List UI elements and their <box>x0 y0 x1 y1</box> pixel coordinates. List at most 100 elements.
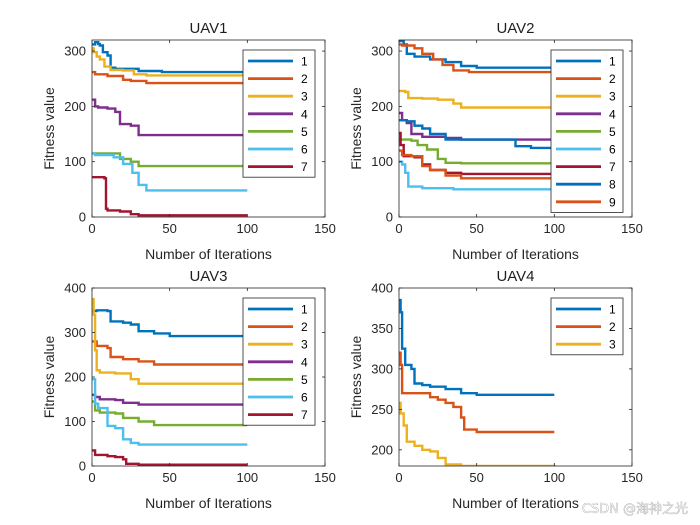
x-tick-label: 100 <box>236 221 258 236</box>
y-tick-label: 400 <box>64 281 86 296</box>
legend-label-9: 9 <box>609 195 616 209</box>
legend-label-7: 7 <box>301 408 308 422</box>
legend-label-5: 5 <box>301 125 308 139</box>
x-tick-label: 150 <box>621 221 643 236</box>
series-line-6 <box>92 378 248 446</box>
legend-label-8: 8 <box>609 178 616 192</box>
series-line-3 <box>92 297 249 385</box>
series-line-6 <box>399 160 555 191</box>
subplot-2: 0 50 100 150 0 100 200 300 UAV2 Number of Iterati… <box>348 20 643 262</box>
x-tick-label: 150 <box>314 470 336 485</box>
y-tick-label: 200 <box>64 370 86 385</box>
legend-label-3: 3 <box>609 90 616 104</box>
watermark: CSDN @海神之光 <box>582 502 688 517</box>
legend-label-5: 5 <box>609 125 616 139</box>
x-tick-label: 150 <box>621 470 643 485</box>
series-line-1 <box>92 309 248 338</box>
y-tick-label: 200 <box>371 442 393 457</box>
axes-box <box>398 287 633 467</box>
x-axis-label: Number of Iterations <box>145 495 272 511</box>
y-tick-label: 300 <box>371 361 393 376</box>
subplot-4: 0 50 100 150 200 250 300 350 400 UAV4 Number of It… <box>348 268 643 511</box>
y-tick-label: 400 <box>371 281 393 296</box>
series-line-3 <box>92 47 249 77</box>
x-tick-label: 0 <box>88 470 95 485</box>
series-group <box>399 40 555 191</box>
series-line-7 <box>92 449 248 466</box>
legend-label-3: 3 <box>301 90 308 104</box>
x-tick-label: 50 <box>162 221 176 236</box>
series-line-3 <box>399 401 556 466</box>
legend-label-1: 1 <box>301 55 308 69</box>
series-group <box>92 297 249 466</box>
legend-label-7: 7 <box>301 160 308 174</box>
series-line-8 <box>399 119 555 150</box>
series-line-2 <box>399 351 555 434</box>
x-tick-label: 100 <box>236 470 258 485</box>
y-tick-label: 200 <box>371 99 393 114</box>
y-axis-label: Fitness value <box>348 87 364 170</box>
legend: 1 2 3 4 5 6 7 8 9 <box>550 49 624 213</box>
series-line-2 <box>399 43 555 74</box>
y-tick-label: 0 <box>79 459 86 474</box>
y-axis-label: Fitness value <box>348 336 364 419</box>
subplot-3: 0 50 100 150 0 100 200 300 400 UAV3 Number of Iter… <box>41 268 336 511</box>
chart-title: UAV1 <box>189 20 227 37</box>
x-tick-label: 0 <box>395 221 402 236</box>
legend-label-3: 3 <box>609 338 616 352</box>
legend-label-6: 6 <box>301 391 308 405</box>
series-line-4 <box>92 98 248 137</box>
legend-label-2: 2 <box>301 72 308 86</box>
legend-label-6: 6 <box>301 143 308 157</box>
subplot-1: 0 50 100 150 0 100 200 300 UAV1 Number of Iterati… <box>41 20 336 262</box>
legend-label-1: 1 <box>609 55 616 69</box>
x-tick-label: 50 <box>469 470 483 485</box>
x-axis-label: Number of Iterations <box>145 246 272 262</box>
legend-label-2: 2 <box>609 320 616 334</box>
series-line-9 <box>399 149 555 180</box>
series-line-5 <box>399 138 555 165</box>
axes-box <box>398 39 633 218</box>
series-line-5 <box>92 152 248 168</box>
series-line-2 <box>92 70 248 85</box>
legend: 1 2 3 4 5 6 7 <box>242 49 316 178</box>
x-tick-label: 0 <box>395 470 402 485</box>
y-tick-label: 300 <box>371 44 393 59</box>
y-axis-label: Fitness value <box>41 87 57 170</box>
series-line-5 <box>92 400 248 427</box>
y-tick-label: 200 <box>64 99 86 114</box>
x-tick-label: 100 <box>543 221 565 236</box>
legend-label-7: 7 <box>609 160 616 174</box>
chart-title: UAV2 <box>496 20 534 37</box>
y-tick-label: 300 <box>64 44 86 59</box>
legend-label-5: 5 <box>301 373 308 387</box>
legend-label-1: 1 <box>301 303 308 317</box>
y-tick-label: 100 <box>64 414 86 429</box>
x-axis-label: Number of Iterations <box>452 246 579 262</box>
y-tick-label: 0 <box>79 210 86 225</box>
series-line-3 <box>399 89 555 109</box>
legend-label-2: 2 <box>609 72 616 86</box>
chart-title: UAV3 <box>189 268 227 285</box>
legend: 1 2 3 4 5 6 7 <box>242 297 316 426</box>
legend-label-1: 1 <box>609 303 616 317</box>
legend-label-3: 3 <box>301 338 308 352</box>
series-line-6 <box>92 152 248 192</box>
legend-label-4: 4 <box>301 355 308 369</box>
series-group <box>399 298 556 466</box>
x-tick-label: 0 <box>88 221 95 236</box>
x-tick-label: 50 <box>162 470 176 485</box>
legend-label-4: 4 <box>609 107 616 121</box>
x-tick-label: 50 <box>469 221 483 236</box>
series-line-1 <box>92 41 248 74</box>
legend-label-6: 6 <box>609 143 616 157</box>
chart-title: UAV4 <box>496 268 534 285</box>
y-tick-label: 300 <box>64 325 86 340</box>
y-tick-label: 0 <box>386 210 393 225</box>
legend-label-2: 2 <box>301 320 308 334</box>
legend: 1 2 3 <box>550 297 624 356</box>
y-axis-label: Fitness value <box>41 336 57 419</box>
x-tick-label: 100 <box>543 470 565 485</box>
series-line-1 <box>399 298 555 396</box>
